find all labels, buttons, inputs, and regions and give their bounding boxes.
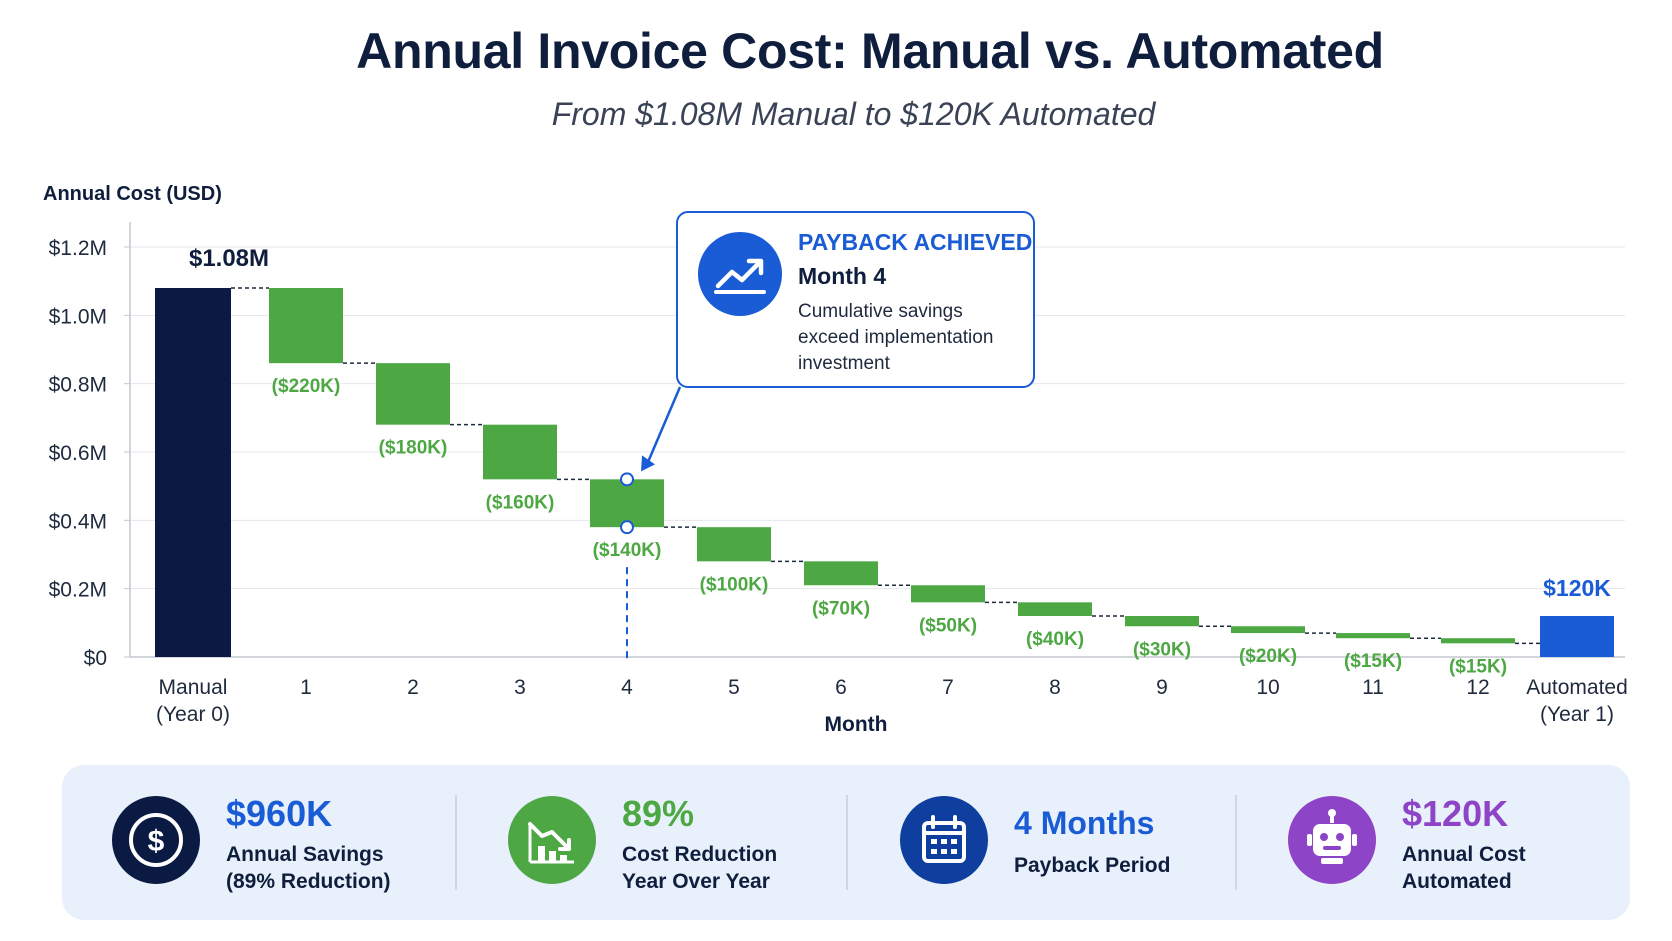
y-axis-label: Annual Cost (USD) — [43, 183, 222, 205]
page-title: Annual Invoice Cost: Manual vs. Automate… — [356, 23, 1384, 79]
callout-month: Month 4 — [798, 263, 887, 289]
x-tick-label: 12 — [1466, 676, 1489, 699]
x-tick-label: 7 — [942, 676, 954, 699]
x-tick-label: 4 — [621, 676, 633, 699]
x-tick-label: 8 — [1049, 676, 1061, 699]
bar-month-12 — [1441, 638, 1515, 644]
x-tick-label: 6 — [835, 676, 847, 699]
data-label: ($160K) — [486, 492, 555, 513]
data-label: ($50K) — [919, 615, 977, 636]
bar-month-1 — [269, 288, 343, 364]
kpi-panel: $ $960K Annual Savings (89% Reduction) 8… — [62, 765, 1630, 920]
x-tick-label: 11 — [1362, 676, 1384, 699]
x-tick-label: 1 — [300, 676, 312, 699]
bar-month-2 — [376, 363, 450, 425]
x-tick-label: 10 — [1256, 676, 1279, 699]
data-label: ($30K) — [1133, 639, 1191, 660]
y-tick-label: $1.0M — [49, 305, 107, 328]
x-tick-label: Automated (Year 1) — [1526, 676, 1628, 726]
bar-manual-year-0 — [155, 288, 231, 657]
data-label: ($70K) — [812, 598, 870, 619]
data-label: ($220K) — [272, 376, 341, 397]
kpi-divider — [1235, 795, 1237, 890]
kpi-sublabel: Year Over Year — [622, 870, 770, 893]
data-label: ($20K) — [1239, 646, 1297, 667]
payback-marker — [620, 472, 634, 487]
y-tick-label: $0.4M — [49, 510, 107, 533]
bar-month-4 — [590, 479, 664, 528]
x-tick-label: 9 — [1156, 676, 1168, 699]
data-label: $120K — [1543, 575, 1611, 601]
callout-arrowhead — [641, 455, 655, 472]
kpi-value: $960K — [226, 793, 333, 834]
callout-heading: PAYBACK ACHIEVED — [798, 229, 1033, 255]
callout-arrow — [645, 386, 682, 465]
svg-text:$: $ — [148, 825, 165, 858]
x-tick-label: Manual (Year 0) — [156, 676, 230, 726]
kpi-label: Annual Savings — [226, 843, 384, 866]
bar-month-11 — [1336, 633, 1410, 639]
kpi-value: $120K — [1402, 793, 1509, 834]
bar-automated-year-1 — [1540, 616, 1614, 657]
y-tick-label: $0.2M — [49, 579, 107, 602]
kpi-sublabel: Automated — [1402, 870, 1512, 893]
bar-month-5 — [697, 527, 771, 562]
x-tick-label: 3 — [514, 676, 526, 699]
data-label: ($15K) — [1449, 656, 1507, 677]
data-label: ($140K) — [593, 540, 662, 561]
kpi-sublabel: (89% Reduction) — [226, 870, 391, 893]
trending-up-icon — [698, 232, 782, 316]
bar-chart-down-icon — [508, 796, 596, 884]
payback-marker — [620, 520, 634, 535]
bar-month-10 — [1231, 626, 1305, 634]
bar-month-9 — [1125, 616, 1199, 627]
kpi-divider — [455, 795, 457, 890]
kpi-value: 89% — [622, 793, 695, 834]
robot-icon — [1288, 796, 1376, 884]
calendar-icon — [900, 796, 988, 884]
bar-month-3 — [483, 424, 557, 480]
y-tick-label: $0 — [84, 647, 107, 670]
x-axis-label: Month — [825, 713, 888, 736]
x-tick-label: 5 — [728, 676, 740, 699]
kpi-label: Annual Cost — [1402, 843, 1526, 866]
bar-month-8 — [1018, 602, 1092, 616]
kpi-label: Payback Period — [1014, 854, 1171, 877]
callout-description: Cumulative savings exceed implementation… — [798, 301, 994, 374]
data-label: ($180K) — [379, 438, 448, 459]
bar-month-7 — [911, 585, 985, 603]
y-tick-label: $0.6M — [49, 442, 107, 465]
waterfall-chart: $0 $0.2M $0.4M $0.6M $0.8M $1.0M $1.2M $1.08M ($… — [49, 222, 1628, 736]
kpi-label: Cost Reduction — [622, 843, 778, 866]
data-label: $1.08M — [189, 245, 269, 272]
x-tick-label: 2 — [407, 676, 419, 699]
kpi-value: 4 Months — [1014, 805, 1155, 841]
data-label: ($100K) — [700, 574, 769, 595]
data-label: ($15K) — [1344, 651, 1402, 672]
y-tick-label: $0.8M — [49, 374, 107, 397]
data-label: ($40K) — [1026, 629, 1084, 650]
bar-month-6 — [804, 561, 878, 586]
dollar-icon: $ — [112, 796, 200, 884]
y-tick-label: $1.2M — [49, 237, 107, 260]
kpi-divider — [846, 795, 848, 890]
page-subtitle: From $1.08M Manual to $120K Automated — [551, 96, 1156, 132]
payback-callout: PAYBACK ACHIEVED Month 4 Cumulative savi… — [676, 211, 1035, 388]
